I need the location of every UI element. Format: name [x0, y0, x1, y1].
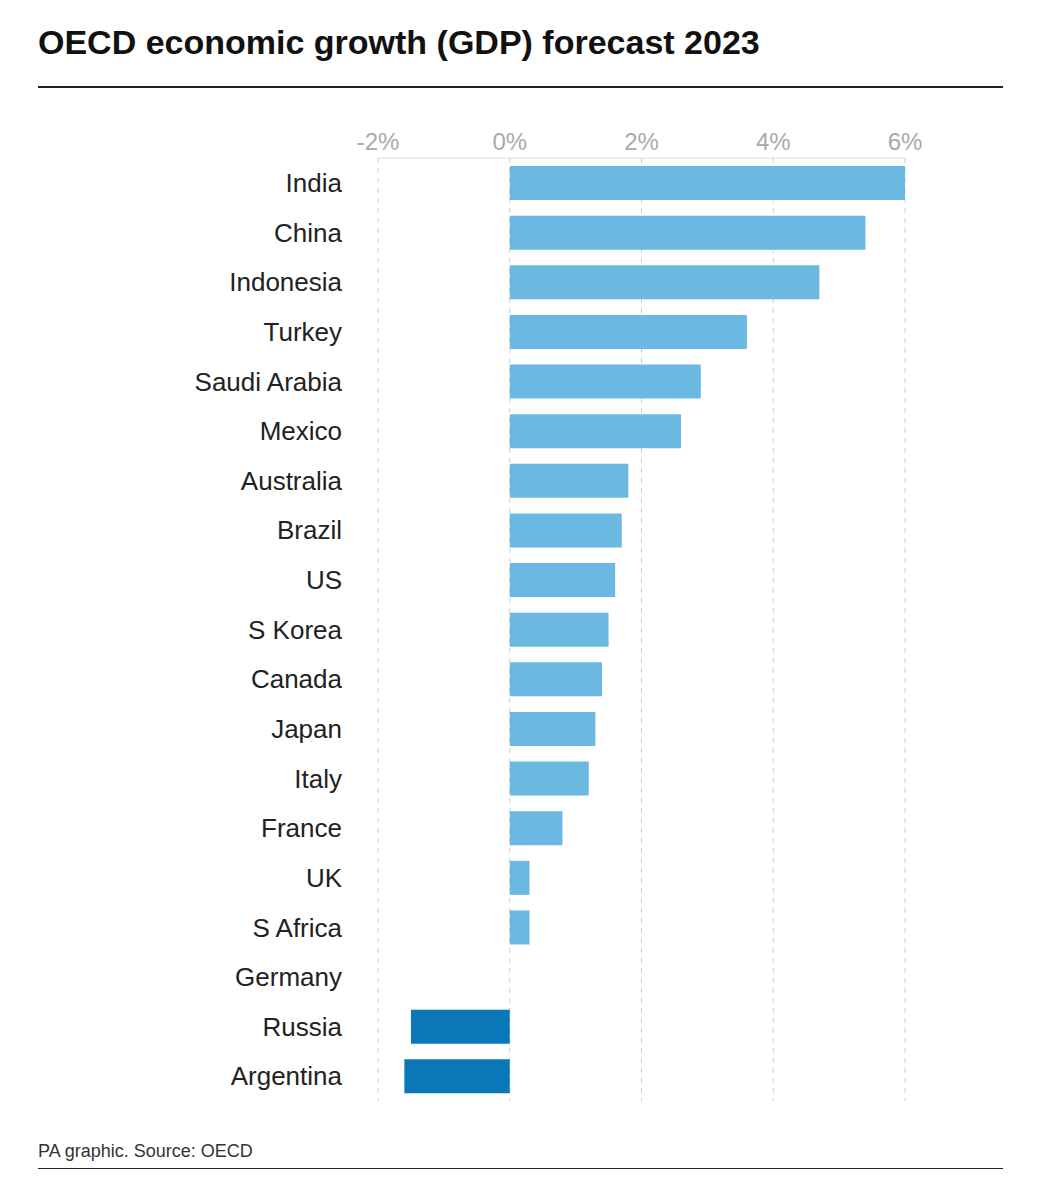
svg-text:Italy: Italy	[294, 764, 342, 794]
svg-text:-2%: -2%	[357, 128, 400, 155]
svg-text:4%: 4%	[756, 128, 791, 155]
svg-text:US: US	[306, 565, 342, 595]
html-text:OECD economic growth (GDP) for: OECD economic growth (GDP) forecast 2023	[38, 23, 760, 61]
svg-text:France: France	[261, 813, 342, 843]
svg-text:Russia: Russia	[263, 1012, 343, 1042]
svg-text:Brazil: Brazil	[277, 515, 342, 545]
svg-text:Canada: Canada	[251, 664, 343, 694]
svg-text:S Korea: S Korea	[248, 615, 342, 645]
svg-text:Argentina: Argentina	[231, 1061, 343, 1091]
svg-text:UK: UK	[306, 863, 343, 893]
svg-text:Saudi Arabia: Saudi Arabia	[195, 367, 343, 397]
svg-text:Japan: Japan	[271, 714, 342, 744]
svg-text:Turkey: Turkey	[264, 317, 343, 347]
svg-text:0%: 0%	[492, 128, 527, 155]
svg-text:Indonesia: Indonesia	[229, 267, 342, 297]
svg-text:2%: 2%	[624, 128, 659, 155]
svg-text:Australia: Australia	[241, 466, 343, 496]
html-text:PA graphic. Source: OECD: PA graphic. Source: OECD	[38, 1141, 253, 1161]
svg-text:China: China	[274, 218, 342, 248]
svg-text:India: India	[286, 168, 343, 198]
svg-text:6%: 6%	[888, 128, 923, 155]
svg-text:Germany: Germany	[235, 962, 342, 992]
svg-text:S Africa: S Africa	[252, 913, 342, 943]
svg-text:Mexico: Mexico	[260, 416, 342, 446]
